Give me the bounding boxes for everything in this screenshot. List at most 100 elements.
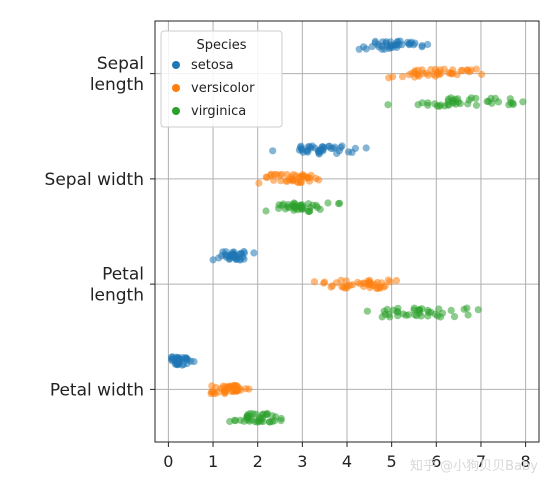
data-point-versicolor	[361, 279, 369, 287]
data-point-virginica	[474, 306, 482, 314]
x-tick-label: 0	[163, 452, 173, 471]
category-label: Petal	[102, 265, 144, 285]
data-point-virginica	[450, 313, 459, 321]
data-point-virginica	[262, 410, 270, 419]
data-point-virginica	[290, 199, 298, 207]
data-point-virginica	[506, 95, 514, 103]
data-point-virginica	[405, 311, 413, 319]
category-label: Sepal width	[45, 170, 144, 190]
data-point-virginica	[444, 101, 452, 109]
data-point-versicolor	[445, 69, 453, 77]
data-point-versicolor	[297, 178, 305, 186]
data-point-versicolor	[415, 72, 423, 80]
data-point-setosa	[351, 144, 359, 152]
data-point-virginica	[411, 311, 419, 319]
data-point-versicolor	[376, 283, 384, 291]
data-point-versicolor	[242, 385, 250, 393]
data-point-virginica	[472, 94, 480, 102]
legend-marker-setosa	[172, 61, 180, 69]
legend-marker-versicolor	[172, 84, 180, 92]
data-point-virginica	[447, 306, 455, 314]
data-point-setosa	[362, 144, 370, 152]
data-point-versicolor	[278, 170, 286, 178]
data-point-virginica	[463, 304, 471, 312]
data-point-versicolor	[233, 387, 241, 395]
data-point-setosa	[190, 358, 198, 366]
legend-marker-virginica	[172, 107, 180, 115]
data-point-versicolor	[389, 73, 397, 81]
data-point-setosa	[221, 251, 229, 259]
data-point-virginica	[236, 416, 245, 424]
data-point-versicolor	[277, 177, 285, 185]
category-label: length	[90, 286, 144, 306]
data-point-virginica	[257, 417, 265, 425]
data-point-virginica	[279, 200, 288, 208]
data-point-virginica	[272, 413, 280, 421]
data-point-virginica	[363, 307, 371, 315]
data-point-setosa	[362, 45, 370, 53]
data-point-virginica	[424, 306, 432, 314]
data-point-setosa	[393, 43, 401, 52]
data-point-virginica	[297, 203, 305, 211]
data-point-virginica	[394, 304, 402, 312]
data-point-setosa	[269, 147, 277, 155]
x-axis: 0 1 2 3 4 5 6 7 8	[163, 442, 531, 471]
data-point-virginica	[384, 101, 392, 109]
watermark: 知乎 @小狗贝贝Baby	[410, 458, 538, 474]
data-point-virginica	[436, 313, 445, 321]
data-point-virginica	[378, 313, 386, 321]
data-point-virginica	[424, 101, 432, 109]
data-point-virginica	[335, 200, 343, 208]
data-point-virginica	[243, 414, 251, 422]
data-point-setosa	[306, 143, 314, 151]
data-point-virginica	[304, 207, 312, 215]
legend-label-setosa: setosa	[191, 58, 234, 73]
data-point-versicolor	[208, 382, 216, 390]
legend-box	[160, 30, 283, 128]
data-point-versicolor	[337, 276, 345, 284]
data-point-setosa	[325, 142, 334, 150]
data-point-virginica	[226, 417, 234, 426]
data-point-virginica	[290, 206, 298, 214]
data-point-virginica	[316, 205, 324, 213]
data-point-versicolor	[321, 278, 329, 286]
data-point-virginica	[380, 307, 388, 315]
x-tick-label: 2	[253, 452, 263, 471]
data-point-virginica	[414, 101, 422, 109]
data-point-virginica	[433, 102, 441, 110]
data-point-virginica	[472, 101, 481, 109]
x-tick-label: 7	[476, 452, 486, 471]
data-point-setosa	[181, 355, 189, 363]
data-point-virginica	[262, 207, 270, 215]
category-label: Sepal	[97, 54, 144, 74]
legend: Species setosa versicolor virginica	[160, 30, 283, 128]
data-point-setosa	[236, 255, 244, 263]
data-point-setosa	[378, 45, 386, 53]
data-point-versicolor	[343, 284, 351, 292]
data-point-versicolor	[422, 69, 430, 77]
data-point-setosa	[173, 355, 181, 363]
data-point-setosa	[298, 146, 306, 154]
data-point-setosa	[411, 39, 419, 47]
legend-label-virginica: virginica	[191, 104, 246, 119]
data-point-virginica	[277, 414, 285, 423]
data-point-setosa	[209, 256, 217, 264]
data-point-setosa	[320, 144, 328, 152]
data-point-versicolor	[221, 383, 229, 391]
data-point-virginica	[435, 305, 443, 313]
data-point-versicolor	[315, 176, 323, 184]
data-point-virginica	[519, 98, 527, 106]
x-tick-label: 6	[431, 452, 441, 471]
data-point-versicolor	[299, 171, 307, 179]
data-point-versicolor	[386, 278, 394, 286]
data-point-versicolor	[434, 69, 442, 77]
category-label: length	[90, 75, 144, 95]
data-point-setosa	[250, 249, 258, 257]
data-point-versicolor	[267, 171, 275, 179]
data-point-versicolor	[463, 66, 472, 74]
data-point-virginica	[449, 98, 457, 106]
data-point-setosa	[229, 251, 238, 259]
x-tick-label: 4	[342, 452, 352, 471]
